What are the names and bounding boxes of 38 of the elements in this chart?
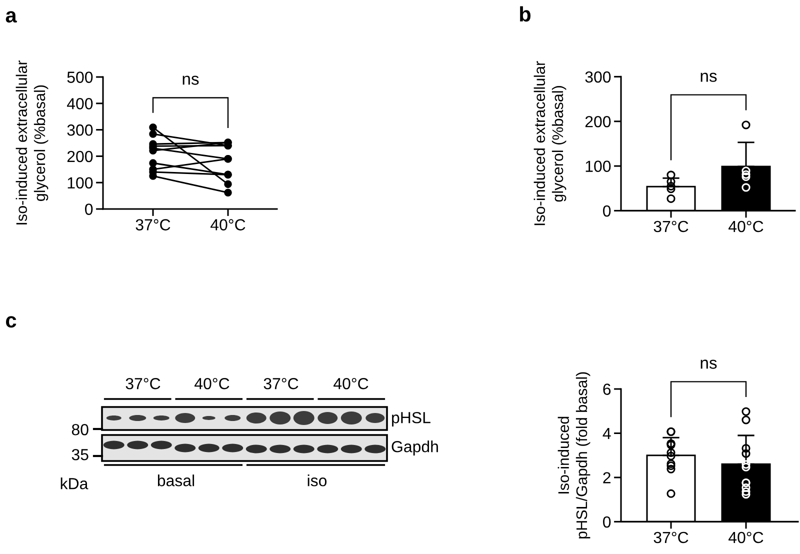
y-axis-title: Iso-induced extracellular glycerol (%basal) [16, 60, 48, 224]
annotation: ns [700, 72, 717, 82]
y-tick-label: 300 [67, 124, 93, 136]
chart-title: b [520, 6, 531, 22]
y-tick-label: 100 [68, 177, 93, 189]
y-tick-label: 4 [602, 428, 611, 440]
text: 80 [72, 424, 88, 436]
y-tick-label: 100 [586, 160, 611, 172]
annotation: ns [182, 76, 199, 85]
y-tick-label: 6 [603, 384, 611, 395]
text: 35 [72, 448, 88, 460]
chart-title: a [6, 11, 17, 23]
y-tick-label: 400 [67, 98, 93, 110]
text: ns [700, 360, 717, 369]
text: kDa [60, 478, 88, 490]
text: basal [158, 474, 194, 486]
text: 37°C [126, 378, 160, 390]
y-axis-title: Iso-induced extracellular glycerol (%basal) [534, 61, 566, 226]
text: 37°C [264, 378, 298, 390]
x-tick-label: 37°C [136, 219, 170, 230]
y-tick-label: 2 [603, 472, 610, 484]
y-tick-label: 500 [67, 72, 93, 83]
y-tick-label: 0 [603, 516, 611, 528]
y-tick-label: 200 [67, 150, 93, 162]
text: 40°C [334, 378, 368, 390]
x-tick-label: 40°C [728, 220, 764, 232]
y-axis-title: Iso-induced pHSL/Gapdh (fold basal) [558, 372, 590, 538]
text: Gapdh [392, 440, 438, 456]
y-tick-label: 200 [585, 116, 611, 128]
y-tick-label: 0 [85, 204, 93, 215]
text: pHSL [392, 412, 430, 426]
y-tick-label: 300 [585, 71, 611, 83]
text: 40°C [194, 378, 230, 390]
text: iso [308, 474, 327, 486]
y-tick-label: 0 [603, 205, 611, 217]
text: c [6, 316, 16, 328]
x-tick-label: 37°C [654, 220, 688, 232]
x-tick-label: 40°C [210, 219, 246, 230]
